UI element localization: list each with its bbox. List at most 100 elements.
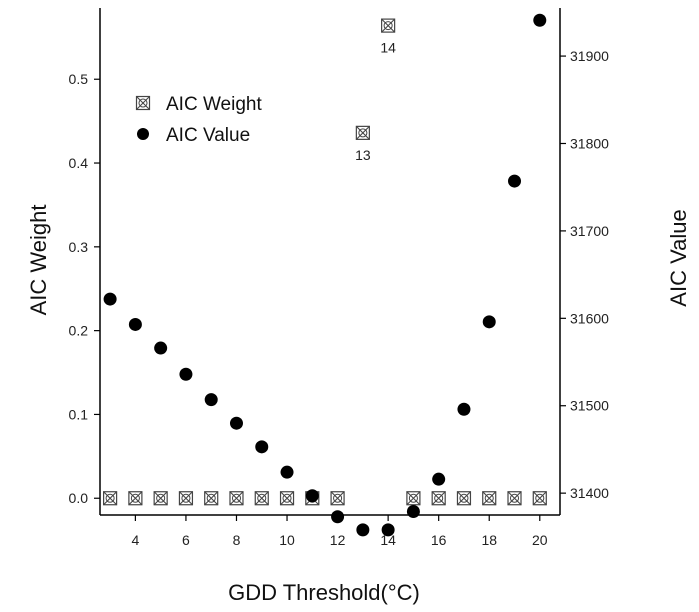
point-aic-weight — [381, 18, 396, 33]
point-aic-value — [331, 510, 345, 524]
marker-diagonal — [254, 491, 269, 506]
y-axis-left-title: AIC Weight — [26, 205, 51, 316]
point-aic-value — [482, 315, 496, 329]
x-tick-label: 18 — [481, 532, 497, 548]
marker-diagonal — [406, 491, 421, 506]
marker-square — [456, 491, 472, 506]
marker-diagonal — [136, 96, 150, 110]
y-right-tick-label: 31600 — [570, 310, 609, 326]
marker-square — [128, 491, 143, 506]
point-aic-weight — [330, 491, 345, 506]
marker-square — [355, 125, 370, 140]
marker-ring — [138, 98, 148, 108]
annotations: 13 14 — [355, 40, 396, 163]
x-tick-label: 4 — [131, 532, 139, 548]
legend-aic-weight-marker — [135, 95, 151, 111]
x-tick-label: 10 — [279, 532, 295, 548]
legend: AIC Weight AIC Value — [135, 94, 262, 146]
marker-diagonal — [280, 491, 294, 506]
point-aic-weight — [103, 491, 118, 506]
point-aic-value — [204, 393, 218, 407]
marker-ring — [509, 493, 520, 503]
marker-square — [204, 491, 219, 506]
marker-diagonal — [128, 491, 143, 506]
point-aic-value — [457, 402, 471, 416]
point-aic-value — [103, 292, 117, 306]
y-left-tick-label: 0.0 — [69, 490, 89, 506]
marker-square — [254, 491, 269, 506]
marker-diagonal — [431, 491, 446, 506]
marker-ring — [282, 493, 292, 503]
marker-ring — [484, 493, 494, 503]
marker-ring — [358, 128, 368, 138]
marker-ring — [257, 493, 267, 503]
point-aic-value — [255, 440, 269, 454]
legend-crossed-square — [135, 95, 151, 111]
point-aic-weight — [153, 491, 168, 506]
point-aic-weight — [355, 125, 370, 140]
point-aic-value — [508, 174, 522, 188]
point-aic-weight — [456, 491, 472, 506]
x-axis-title: GDD Threshold(°C) — [228, 580, 420, 605]
point-aic-value — [154, 341, 168, 355]
y-left-tick-label: 0.2 — [69, 323, 89, 339]
marker-diagonal — [179, 491, 193, 506]
marker-diagonal — [204, 491, 219, 506]
marker-diagonal — [381, 18, 396, 33]
marker-square — [135, 95, 151, 111]
marker-square — [482, 491, 497, 506]
y-left-tick-label: 0.3 — [69, 239, 89, 255]
point-aic-value — [229, 416, 243, 430]
marker-square — [507, 491, 522, 506]
marker-diagonal — [507, 491, 522, 506]
marker-ring — [206, 493, 216, 503]
marker-square — [532, 491, 547, 506]
axes: 4 6 8 10 12 14 16 18 20 0.0 0.1 0.2 0.3 0.4 0.5 31400 31… — [69, 8, 609, 548]
marker-square — [103, 491, 118, 506]
marker-ring — [383, 21, 393, 31]
point-aic-weight — [128, 491, 143, 506]
marker-diagonal — [330, 491, 345, 506]
point-aic-value — [381, 523, 395, 537]
y-left-tick-label: 0.1 — [69, 406, 89, 422]
point-aic-weight — [507, 491, 522, 506]
x-tick-label: 16 — [431, 532, 447, 548]
marker-square — [406, 491, 421, 506]
point-aic-weight — [254, 491, 269, 506]
marker-square — [279, 491, 295, 506]
point-aic-value — [406, 505, 420, 519]
marker-ring — [130, 493, 140, 503]
point-aic-weight — [279, 491, 295, 506]
marker-square — [431, 491, 446, 506]
point-annotation: 14 — [380, 40, 396, 56]
point-aic-weight — [406, 491, 421, 506]
point-aic-value — [179, 367, 193, 381]
point-aic-weight — [431, 491, 446, 506]
point-aic-weight — [482, 491, 497, 506]
legend-aic-weight-label: AIC Weight — [166, 94, 262, 115]
y-right-tick-label: 31900 — [570, 48, 609, 64]
marker-diagonal — [153, 491, 168, 506]
marker-diagonal — [482, 491, 497, 506]
legend-aic-value-label: AIC Value — [166, 125, 250, 146]
point-aic-weight — [178, 491, 194, 506]
y-right-tick-label: 31800 — [570, 135, 609, 151]
y-axis-right-title: AIC Value — [666, 209, 691, 306]
marker-diagonal — [103, 491, 117, 506]
marker-ring — [459, 493, 469, 503]
marker-ring — [181, 493, 191, 503]
x-tick-label: 12 — [330, 532, 346, 548]
series-aic-weight — [103, 18, 547, 506]
marker-diagonal — [229, 491, 244, 506]
marker-square — [153, 491, 168, 506]
y-left-tick-label: 0.5 — [69, 71, 89, 87]
marker-diagonal — [532, 491, 547, 506]
y-right-tick-label: 31700 — [570, 223, 609, 239]
marker-ring — [535, 493, 545, 503]
legend-aic-value-marker — [137, 128, 149, 140]
marker-ring — [231, 493, 242, 503]
point-aic-weight — [532, 491, 547, 506]
point-aic-value — [356, 523, 370, 537]
marker-square — [381, 18, 396, 33]
